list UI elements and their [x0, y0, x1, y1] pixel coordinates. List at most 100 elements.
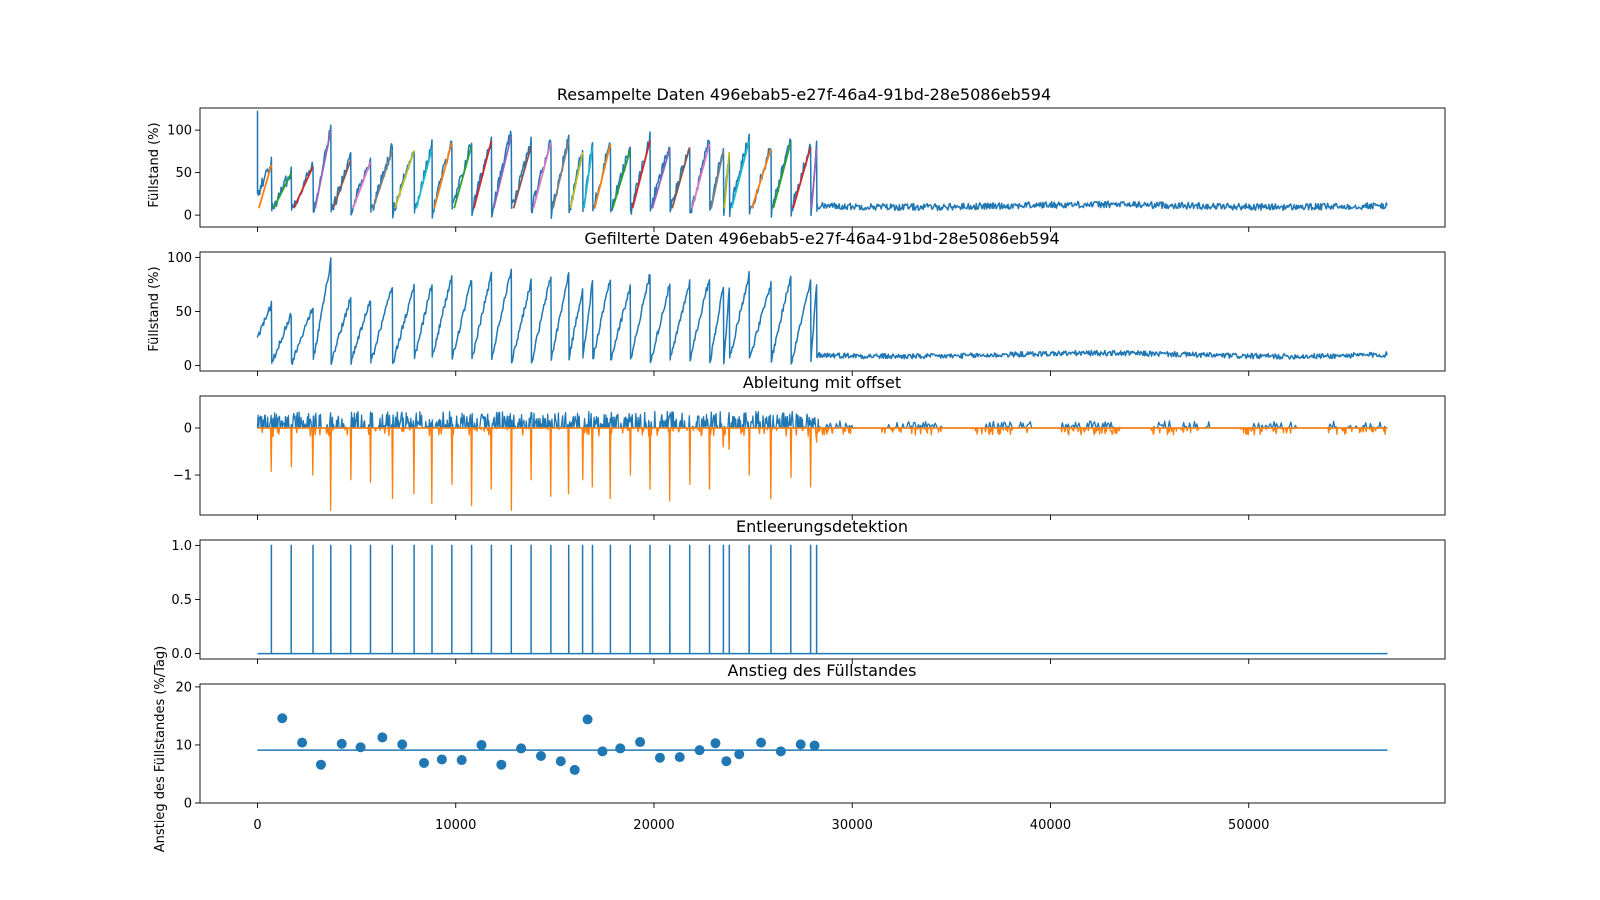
y-tick-label: 20 — [175, 680, 192, 695]
y-tick-label: 50 — [175, 305, 192, 320]
slope-point — [397, 739, 408, 750]
fit-segment — [631, 140, 651, 209]
ylabel-filtered: Füllstand (%) — [147, 266, 162, 351]
plot-area-detection — [257, 544, 1388, 655]
panel-derivative: Ableitung mit offset 0 −1 — [173, 373, 1446, 520]
fit-segment — [730, 140, 751, 209]
fit-segment — [671, 147, 691, 209]
fit-segment — [314, 130, 332, 209]
fit-segment — [552, 140, 570, 209]
x-tick-label: 20000 — [633, 818, 674, 833]
series-filtered-line — [256, 257, 1388, 366]
slope-point — [582, 714, 593, 725]
fit-segment — [651, 148, 671, 209]
series-resampled-line — [256, 110, 1388, 220]
plot-area-filtered — [256, 257, 1388, 366]
fit-segment — [272, 172, 293, 209]
fit-segment — [583, 146, 594, 209]
fit-segment — [593, 143, 612, 209]
fit-segment — [710, 150, 725, 209]
fit-segment — [258, 164, 273, 209]
fit-segment — [372, 150, 394, 209]
plot-area-slope — [257, 713, 1388, 775]
fit-segment — [492, 135, 513, 209]
slope-point — [419, 757, 430, 768]
axis-ticks-filtered: 0 50 100 — [167, 251, 1250, 376]
y-tick-label: 50 — [175, 166, 192, 181]
y-tick-label: 10 — [175, 738, 192, 753]
slope-point — [377, 732, 388, 743]
panel-filtered: Gefilterte Daten 496ebab5-e27f-46a4-91bd… — [147, 229, 1446, 376]
y-tick-label: −1 — [173, 469, 192, 484]
fit-segment — [810, 148, 818, 209]
axes-frame-detection — [199, 539, 1446, 660]
title-filtered: Gefilterte Daten 496ebab5-e27f-46a4-91bd… — [584, 229, 1059, 248]
fit-segment — [750, 148, 772, 209]
slope-point — [694, 745, 705, 756]
slope-point — [535, 750, 546, 761]
fit-segment — [415, 148, 433, 209]
slope-point — [721, 756, 732, 767]
y-tick-label: 0 — [184, 797, 192, 812]
slope-point — [297, 737, 308, 748]
slope-point — [756, 737, 767, 748]
title-resampled: Resampelte Daten 496ebab5-e27f-46a4-91bd… — [557, 85, 1051, 104]
slope-point — [597, 746, 608, 757]
fit-segment — [512, 146, 532, 209]
y-tick-label: 0.5 — [171, 593, 192, 608]
panel-detection: Entleerungsdetektion 0.0 0.5 1.0 — [171, 517, 1446, 664]
axis-ticks-resampled: 0 50 100 — [167, 124, 1250, 232]
title-slope: Anstieg des Füllstandes — [728, 661, 917, 680]
slope-point — [615, 743, 626, 754]
title-derivative: Ableitung mit offset — [743, 373, 901, 392]
fit-segment — [453, 145, 473, 209]
slope-point — [734, 749, 745, 760]
y-tick-label: 0 — [184, 209, 192, 224]
slope-point — [456, 755, 467, 766]
slope-point — [775, 746, 786, 757]
axis-ticks-slope: 0 10 20 — [175, 680, 1250, 812]
axis-ticks-detection: 0.0 0.5 1.0 — [171, 539, 1250, 664]
axes-frame-derivative — [199, 395, 1446, 516]
slope-point — [654, 752, 665, 763]
slope-point — [355, 742, 366, 753]
fit-segment — [292, 166, 314, 209]
x-axis-tick-labels: 0 10000 20000 30000 40000 50000 — [253, 818, 1269, 833]
slope-point — [710, 738, 721, 749]
x-tick-label: 50000 — [1228, 818, 1269, 833]
y-tick-label: 1.0 — [171, 539, 192, 554]
slope-point — [436, 754, 447, 765]
x-tick-label: 40000 — [1030, 818, 1071, 833]
x-tick-label: 10000 — [435, 818, 476, 833]
panel-slope: Anstieg des Füllstandes Anstieg des Füll… — [153, 646, 1446, 853]
slope-point — [516, 743, 527, 754]
ylabel-resampled: Füllstand (%) — [147, 122, 162, 207]
fit-segment — [352, 161, 372, 209]
fit-segment — [532, 142, 552, 209]
slope-point — [809, 740, 820, 751]
fit-segment — [772, 142, 792, 209]
y-tick-label: 100 — [167, 124, 192, 139]
axes-frame-filtered — [199, 251, 1446, 372]
fit-segment — [393, 150, 415, 209]
axes-frame-slope — [199, 683, 1446, 804]
plot-area-resampled — [256, 110, 1388, 220]
series-detection-line — [257, 544, 1388, 655]
fit-segment — [332, 159, 352, 209]
fit-segment — [611, 150, 632, 209]
slope-point — [635, 737, 646, 748]
fit-segment — [792, 147, 812, 209]
ylabel-slope: Anstieg des Füllstandes (%/Tag) — [153, 646, 168, 853]
panel-resampled: Resampelte Daten 496ebab5-e27f-46a4-91bd… — [147, 85, 1446, 232]
slope-point — [555, 756, 566, 767]
slope-point — [476, 739, 487, 750]
x-tick-label: 0 — [253, 818, 261, 833]
slope-point — [674, 752, 685, 763]
fit-segment — [723, 152, 731, 209]
slope-point — [277, 713, 288, 724]
y-tick-label: 0.0 — [171, 647, 192, 662]
slope-point — [795, 739, 806, 750]
fit-segment — [473, 140, 493, 209]
